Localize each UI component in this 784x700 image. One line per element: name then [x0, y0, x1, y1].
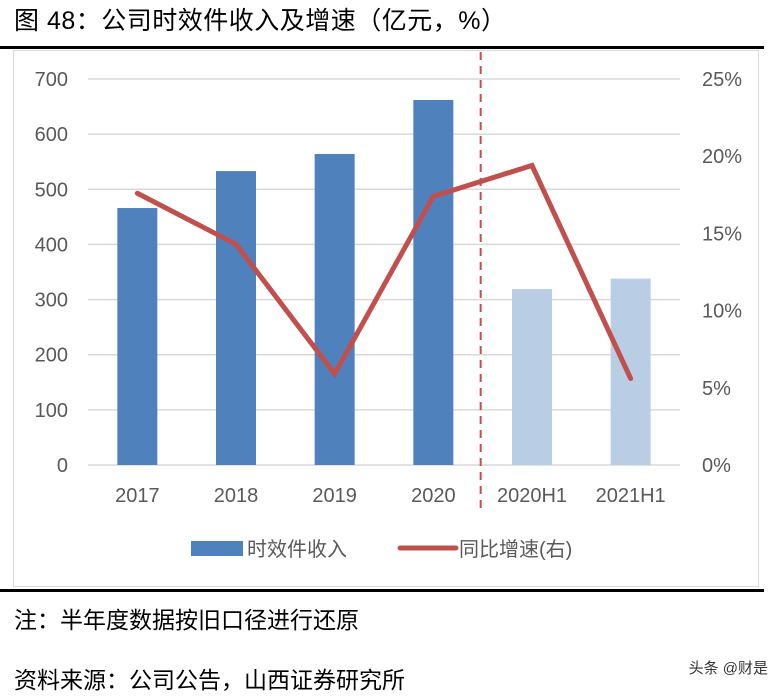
x-axis-label: 2018	[214, 485, 259, 507]
left-axis-tick: 200	[35, 345, 68, 367]
left-axis-tick: 600	[35, 124, 68, 146]
growth-polyline	[134, 162, 634, 382]
x-axis-label: 2020H1	[497, 485, 567, 507]
top-rule	[0, 46, 764, 49]
bar-2020	[413, 99, 454, 465]
right-axis-ticks: 0% 5% 10% 15% 20% 25%	[702, 69, 742, 477]
x-axis-label: 2017	[115, 485, 160, 507]
legend-label-line: 同比增速(右)	[459, 538, 572, 561]
left-axis-tick: 100	[35, 400, 68, 422]
bar-2018	[216, 171, 256, 466]
left-axis-tick: 500	[35, 179, 68, 201]
gridlines	[88, 78, 680, 466]
bar-2019	[314, 153, 355, 465]
legend-swatch-bar	[191, 541, 243, 556]
left-axis-tick: 0	[57, 455, 68, 477]
x-axis-label: 2020	[411, 485, 456, 507]
growth-line	[134, 162, 634, 382]
x-axis-label: 2021H1	[596, 485, 666, 507]
right-axis-tick: 25%	[702, 69, 742, 91]
right-axis-tick: 0%	[702, 455, 731, 477]
right-axis-tick: 5%	[702, 378, 731, 400]
figure-title: 图 48：公司时效件收入及增速（亿元，%）	[14, 7, 507, 35]
figure-source: 资料来源：公司公告，山西证券研究所	[14, 667, 405, 693]
bar-2020H1	[512, 289, 552, 465]
x-axis-labels: 2017 2018 2019 2020 2020H1 2021H1	[115, 485, 666, 507]
right-axis-tick: 10%	[702, 301, 742, 323]
left-axis-ticks: 0 100 200 300 400 500 600 700	[35, 69, 68, 477]
bar-2021H1	[610, 278, 651, 465]
left-axis-tick: 700	[35, 69, 68, 91]
figure-note: 注：半年度数据按旧口径进行还原	[14, 607, 359, 633]
right-axis-tick: 15%	[702, 223, 742, 245]
left-axis-tick: 300	[35, 290, 68, 312]
right-axis-tick: 20%	[702, 146, 742, 168]
legend: 时效件收入 同比增速(右)	[191, 538, 572, 561]
watermark: 头条 @财是	[688, 660, 768, 677]
x-axis-label: 2019	[312, 485, 357, 507]
legend-label-bar: 时效件收入	[247, 538, 347, 561]
left-axis-tick: 400	[35, 234, 68, 256]
bar-2017	[117, 208, 158, 465]
revenue-bars	[117, 99, 651, 466]
bottom-rule	[0, 589, 764, 592]
